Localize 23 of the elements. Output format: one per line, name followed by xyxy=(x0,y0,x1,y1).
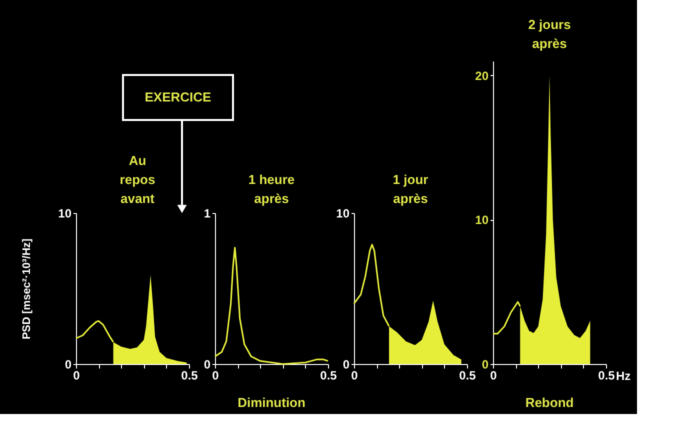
y-tick-label: 0 xyxy=(482,358,489,372)
text: EXERCICE xyxy=(144,90,212,104)
chart-title: Au repos avant xyxy=(120,153,156,206)
y-tick-label: 1 xyxy=(204,206,211,220)
chart-title: 2 jours après xyxy=(528,17,571,51)
x-tick-label: 0 xyxy=(490,368,498,382)
x-tick-label: 0.5 xyxy=(598,368,616,382)
text: Diminution xyxy=(238,395,306,410)
chart-title: 1 jour après xyxy=(392,172,428,206)
chart-title: 1 heure après xyxy=(248,172,295,206)
text: Rebond xyxy=(525,395,574,410)
x-tick-label: 0.5 xyxy=(181,368,198,382)
y-tick-label: 20 xyxy=(475,68,489,83)
y-tick-label: 10 xyxy=(58,206,72,220)
x-tick-label: 0 xyxy=(351,368,358,382)
x-tick-label: 0.5 xyxy=(320,368,338,382)
x-tick-label: 0 xyxy=(212,368,220,382)
x-tick-label: 0 xyxy=(73,368,80,382)
y-tick-label: 10 xyxy=(475,213,489,228)
y-tick-label: 10 xyxy=(336,206,350,220)
x-tick-label: 0.5 xyxy=(459,368,476,382)
x-axis-title: Hz xyxy=(616,369,631,383)
y-axis-title: PSD [msec²·10³/Hz] xyxy=(21,238,34,340)
